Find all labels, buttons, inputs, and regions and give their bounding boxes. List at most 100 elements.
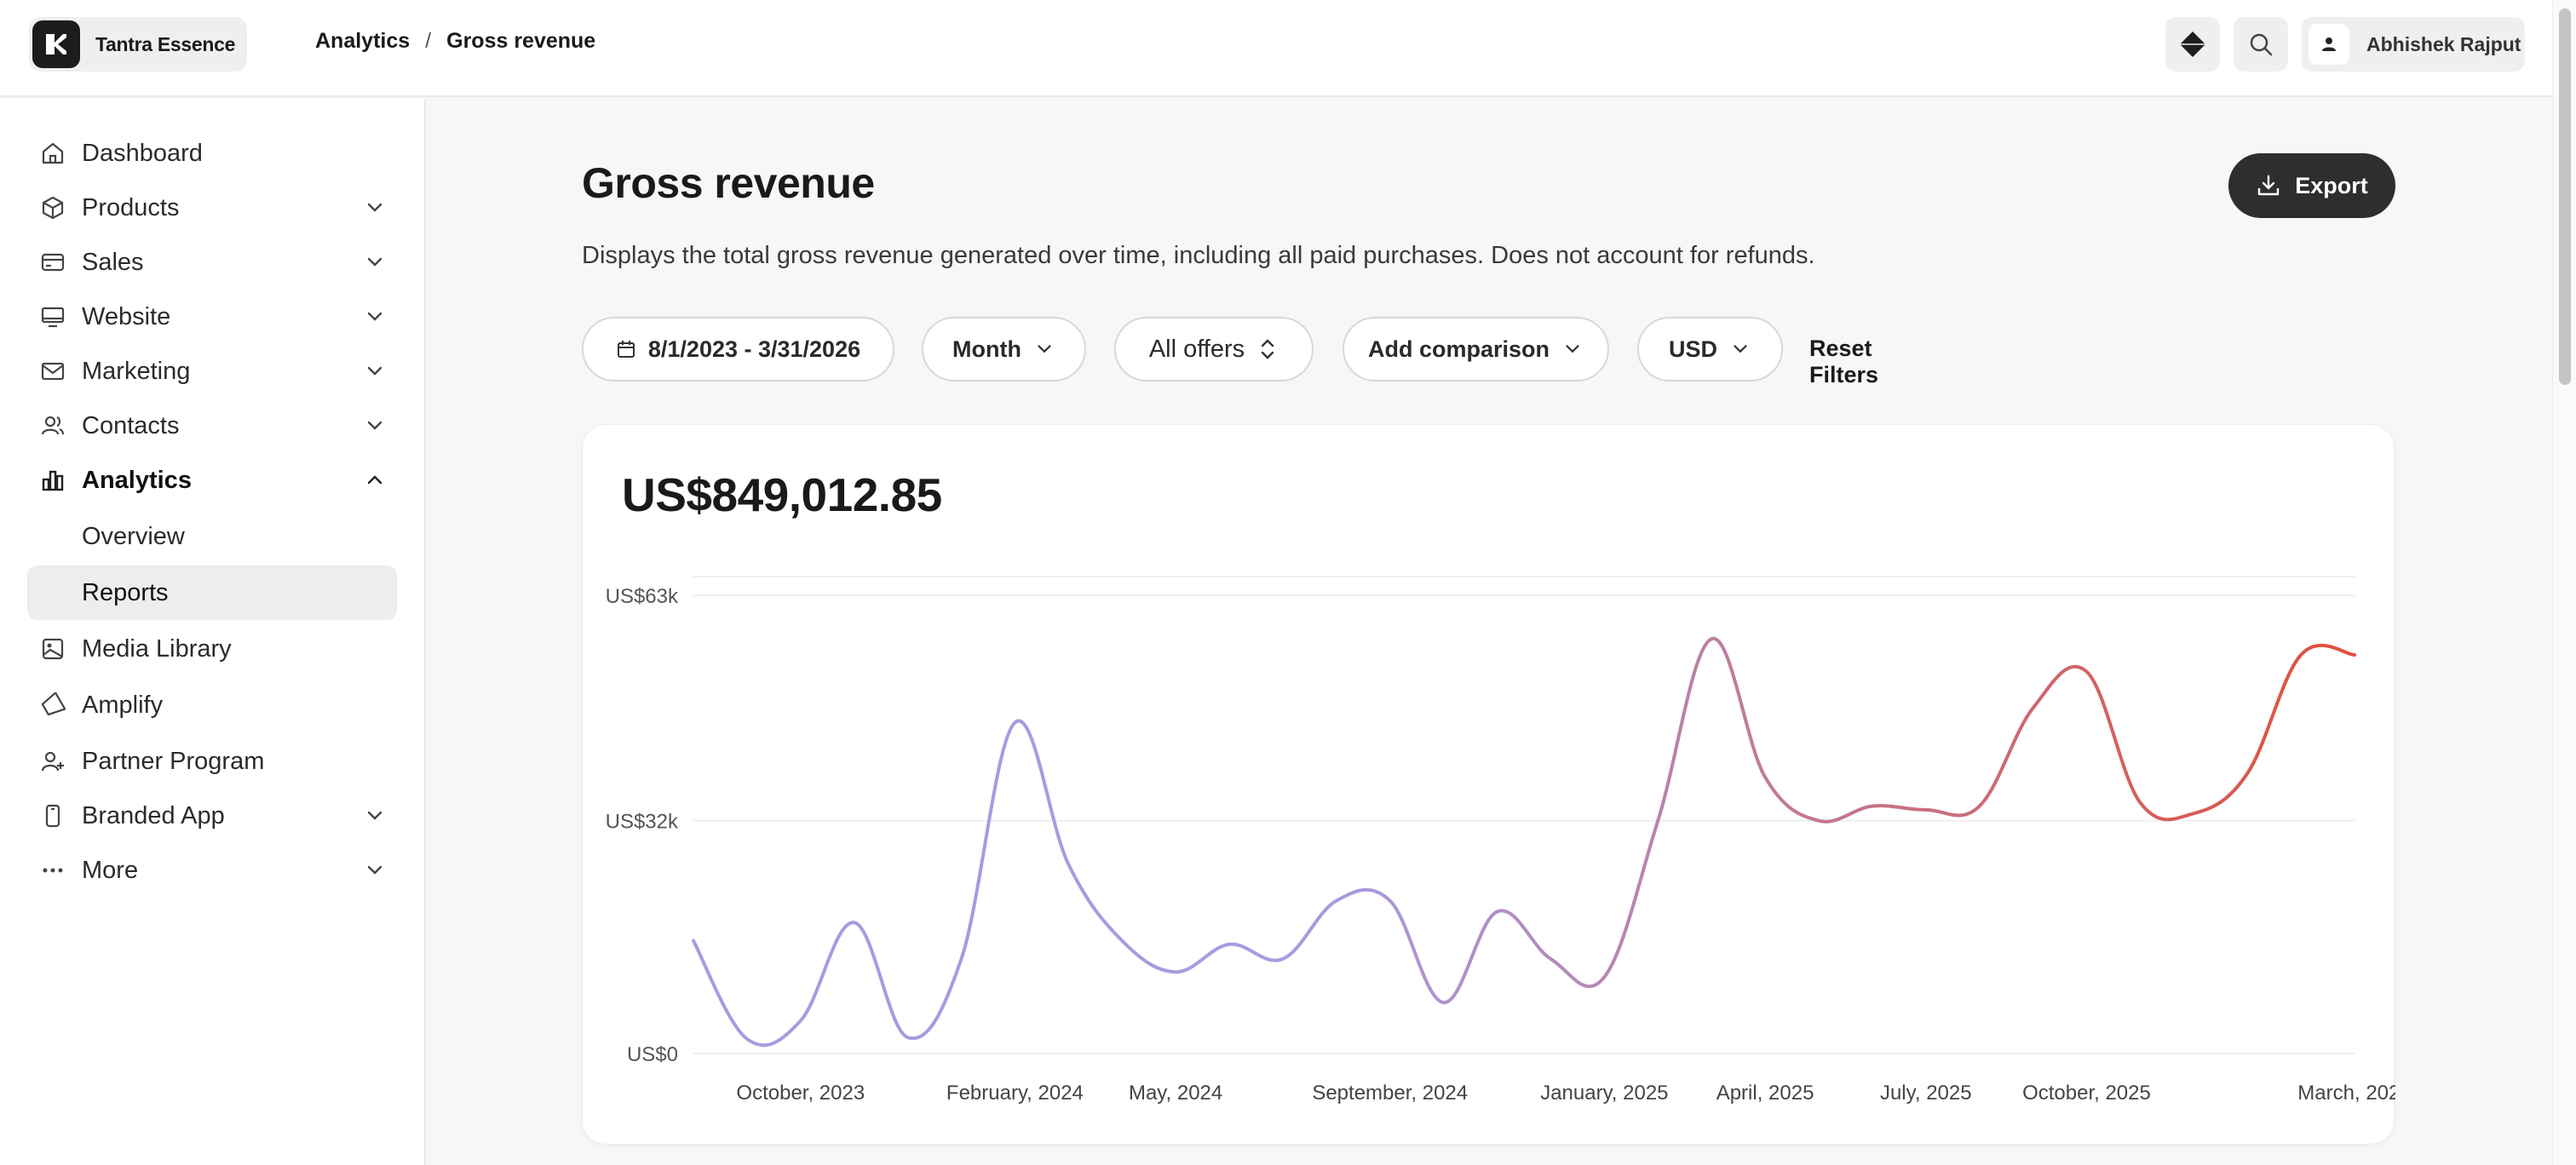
date-range-value: 8/1/2023 - 3/31/2026 [647,336,861,362]
sidebar-item-reports[interactable]: Reports [27,565,397,620]
chevron-down-icon [367,865,382,875]
x-tick-label: October, 2023 [736,1082,865,1105]
home-icon [39,140,66,167]
breadcrumb-current: Gross revenue [446,29,596,53]
credit-card-icon [39,249,66,276]
x-tick-label: May, 2024 [1129,1082,1222,1105]
page-description: Displays the total gross revenue generat… [582,242,1815,269]
brand-logo-icon [32,20,80,68]
scrollbar-thumb[interactable] [2559,9,2571,385]
offers-select[interactable]: All offers [1114,317,1314,382]
user-name: Abhishek Rajput [2366,32,2521,55]
breadcrumb-separator: / [425,29,432,53]
revenue-total: US$849,012.85 [622,468,942,521]
sidebar-item-analytics[interactable]: Analytics [27,453,397,508]
sidebar-item-more[interactable]: More [27,843,397,898]
sidebar-item-label: Marketing [82,357,191,385]
megaphone-icon [39,692,66,719]
search-button[interactable] [2234,17,2288,72]
comparison-value: Add comparison [1367,336,1550,362]
chevron-down-icon [1734,345,1747,353]
currency-value: USD [1668,336,1717,362]
breadcrumb: Analytics / Gross revenue [315,29,595,54]
x-tick-label: January, 2025 [1540,1082,1668,1105]
upgrade-button[interactable] [2165,17,2220,72]
interval-value: Month [952,336,1021,362]
chevron-down-icon [1038,345,1051,353]
mail-icon [39,358,66,385]
sidebar-item-label: Partner Program [82,747,265,775]
diamond-icon [2180,32,2205,57]
reset-filters-link[interactable]: Reset Filters [1809,336,1879,387]
user-icon [2322,37,2336,51]
sidebar-item-label: Contacts [82,411,180,439]
sidebar-item-label: Amplify [82,691,164,719]
y-tick-label: US$32k [606,811,679,834]
monitor-icon [39,303,66,330]
sidebar-item-partner-program[interactable]: Partner Program [27,734,397,789]
sidebar-item-label: Products [82,193,180,221]
date-range-picker[interactable]: 8/1/2023 - 3/31/2026 [582,317,894,382]
user-menu-button[interactable]: Abhishek Rajput [2302,17,2525,72]
export-label: Export [2295,172,2368,198]
sidebar-item-media-library[interactable]: Media Library [27,622,397,676]
sidebar-item-label: More [82,856,139,884]
user-plus-icon [39,748,66,775]
offers-value: All offers [1148,335,1245,363]
chevron-down-icon [367,421,382,430]
ellipsis-icon [39,857,66,884]
export-button[interactable]: Export [2228,153,2395,218]
avatar [2309,24,2349,65]
phone-icon [39,802,66,829]
x-tick-label: April, 2025 [1716,1082,1814,1105]
breadcrumb-parent[interactable]: Analytics [315,29,411,53]
sidebar-item-dashboard[interactable]: Dashboard [27,126,397,181]
x-tick-label: September, 2024 [1312,1082,1468,1105]
sidebar-item-label: Website [82,302,171,330]
calendar-icon [617,341,635,358]
chevron-down-icon [367,366,382,376]
sidebar-item-sales[interactable]: Sales [27,235,397,290]
bar-chart-icon [39,467,66,494]
currency-select[interactable]: USD [1637,317,1783,382]
sidebar-item-label: Media Library [82,634,232,663]
y-tick-label: US$63k [606,585,679,608]
page-title: Gross revenue [582,159,875,207]
sidebar-item-label: Sales [82,248,144,276]
revenue-line-chart: US$0 US$32k US$63k October, 2023 February, … [606,576,2395,1105]
brand-name: Tantra Essence [95,32,236,55]
top-bar: Tantra Essence Analytics / Gross revenue [0,0,2552,97]
sidebar-item-website[interactable]: Website [27,290,397,344]
sidebar-item-products[interactable]: Products [27,181,397,235]
sidebar-item-branded-app[interactable]: Branded App [27,789,397,843]
box-icon [39,194,66,221]
series-line-gross-revenue[interactable] [692,637,2356,1047]
y-tick-label: US$0 [627,1043,678,1066]
sidebar-item-marketing[interactable]: Marketing [27,344,397,399]
sidebar-item-label: Overview [82,522,185,550]
chevron-down-icon [1566,345,1579,353]
x-tick-label: March, 2026 [2297,1082,2395,1105]
x-tick-label: July, 2025 [1880,1082,1972,1105]
page-scrollbar[interactable] [2552,0,2576,1165]
chevron-down-icon [367,203,382,212]
chevron-down-icon [367,312,382,321]
sidebar: Dashboard Products Sales Website Marketi… [0,99,426,1165]
sidebar-item-label: Dashboard [82,139,203,167]
sidebar-item-contacts[interactable]: Contacts [27,399,397,453]
users-icon [39,412,66,439]
sidebar-item-amplify[interactable]: Amplify [27,678,397,732]
chevron-up-icon [367,475,382,485]
interval-select[interactable]: Month [922,317,1086,382]
chevron-down-icon [367,257,382,267]
revenue-chart-card: US$849,012.85 US$0 US$32k US$63k October, … [582,424,2395,1145]
download-icon [2258,175,2280,196]
sidebar-item-label: Analytics [82,466,192,494]
search-icon [2250,33,2273,56]
sidebar-item-label: Branded App [82,801,225,829]
sidebar-item-label: Reports [82,578,169,606]
brand-switcher[interactable]: Tantra Essence [29,17,247,72]
x-tick-label: October, 2025 [2022,1082,2151,1105]
sidebar-item-overview[interactable]: Overview [27,509,397,564]
add-comparison-select[interactable]: Add comparison [1343,317,1609,382]
